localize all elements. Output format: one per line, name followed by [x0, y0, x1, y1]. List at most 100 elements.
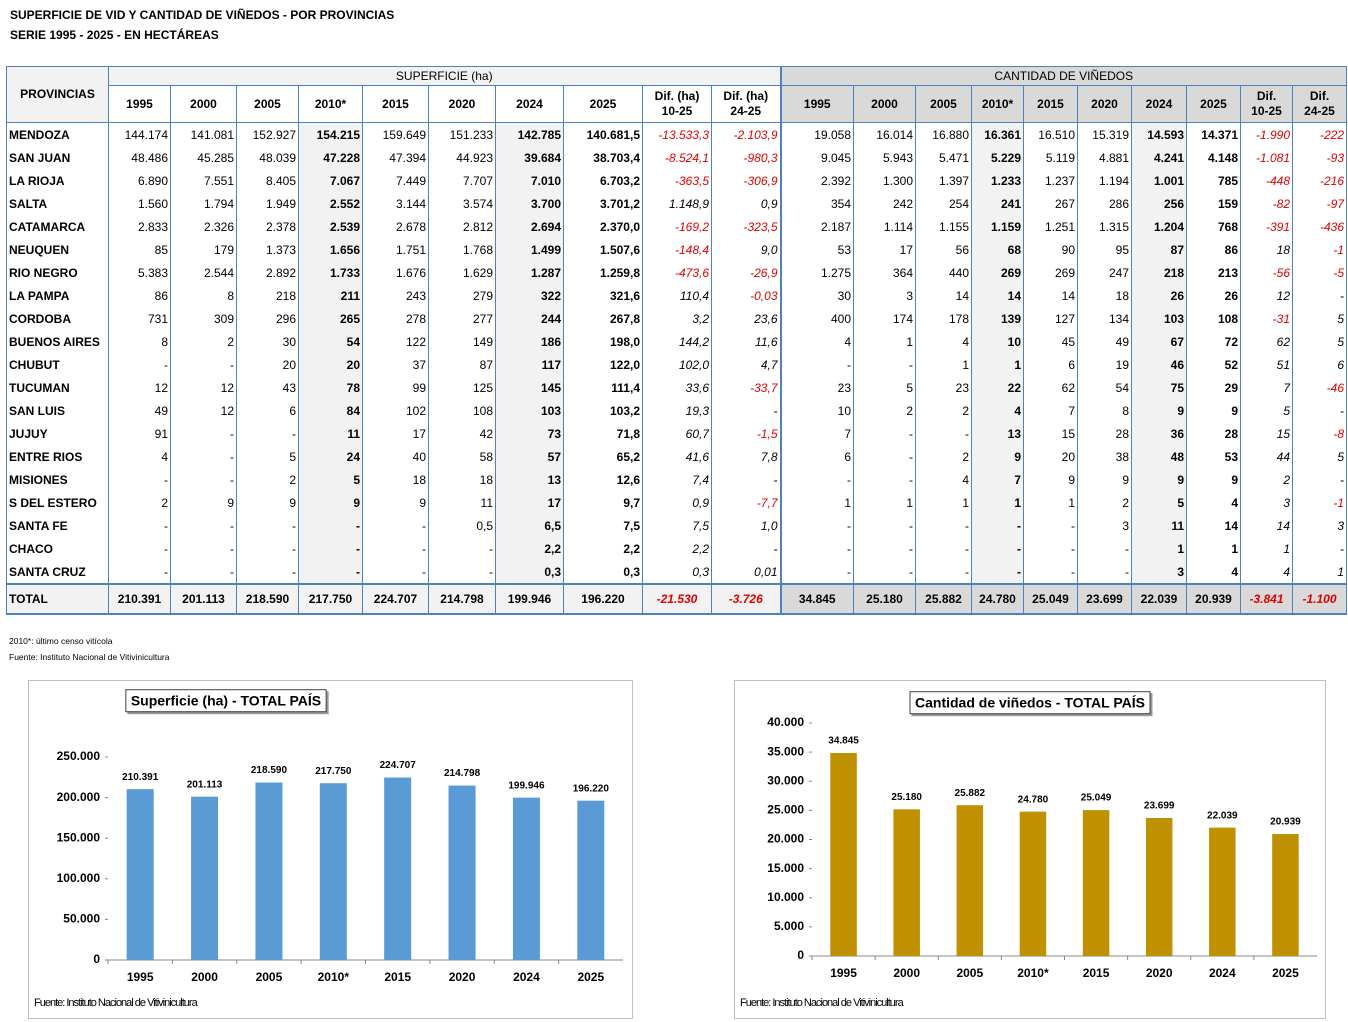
cell: 254 [915, 192, 972, 215]
data-label: 214.798 [444, 768, 481, 779]
cell: 159 [1186, 192, 1241, 215]
cell: 4,7 [711, 353, 781, 376]
column-header: 2000 [853, 85, 916, 123]
cell: - [711, 468, 781, 491]
x-tick-label: 2024 [513, 970, 540, 984]
subtitle: SERIE 1995 - 2025 - EN HECTÁREAS [10, 28, 219, 42]
cell: 321,6 [563, 284, 643, 307]
cell: 110,4 [642, 284, 712, 307]
cell: - [236, 422, 299, 445]
cell: 140.681,5 [563, 122, 643, 146]
x-tick-label: 2005 [956, 966, 983, 980]
cell: 0,01 [711, 560, 781, 584]
data-label: 196.220 [573, 783, 610, 794]
cell: -97 [1292, 192, 1347, 215]
cell: 1.114 [853, 215, 916, 238]
cell: 103 [1131, 307, 1187, 330]
cell: 9 [362, 491, 429, 514]
cell: - [971, 537, 1024, 560]
cell: 51 [1240, 353, 1293, 376]
cell: - [1023, 560, 1078, 584]
x-tick-label: 2010* [1017, 966, 1049, 980]
cell: 28 [1077, 422, 1132, 445]
data-label: 25.882 [955, 788, 986, 799]
cell: -8.524,1 [642, 146, 712, 169]
cell: 24.780 [971, 583, 1024, 615]
cell: 151.233 [428, 122, 496, 146]
cell: 75 [1131, 376, 1187, 399]
cell: -1 [1292, 238, 1347, 261]
cell: 4.241 [1131, 146, 1187, 169]
cell: -26,9 [711, 261, 781, 284]
bar [577, 800, 605, 960]
cell: 25.049 [1023, 583, 1078, 615]
cell: - [236, 537, 299, 560]
province: BUENOS AIRES [6, 330, 109, 353]
cell: 0,3 [563, 560, 643, 584]
y-tick-label: 20.000 [767, 832, 804, 846]
cell: 243 [362, 284, 429, 307]
data-label: 201.113 [187, 779, 223, 790]
province: NEUQUEN [6, 238, 109, 261]
cell: 213 [1186, 261, 1241, 284]
cell: 2 [915, 399, 972, 422]
column-header: 2024 [1131, 85, 1187, 123]
cell: 1.373 [236, 238, 299, 261]
cell: 4 [1240, 560, 1293, 584]
cell: 16.510 [1023, 122, 1078, 146]
column-header: 2020 [1077, 85, 1132, 123]
cell: 2.539 [298, 215, 363, 238]
cell: 7,4 [642, 468, 712, 491]
x-tick-label: 2025 [577, 970, 604, 984]
cell: 3 [1131, 560, 1187, 584]
data-label: 22.039 [1207, 810, 1238, 821]
cell: 201.113 [170, 583, 237, 615]
cell: 34.845 [779, 583, 854, 615]
cell: 125 [428, 376, 496, 399]
bar [512, 797, 540, 960]
cell: 1.768 [428, 238, 496, 261]
cell: 71,8 [563, 422, 643, 445]
data-label: 25.180 [891, 792, 922, 803]
cell: - [915, 422, 972, 445]
cell: 2.187 [779, 215, 854, 238]
cell: - [711, 399, 781, 422]
cell: 87 [428, 353, 496, 376]
cell: 47.228 [298, 146, 363, 169]
cell: 2,2 [495, 537, 564, 560]
cell: 1.629 [428, 261, 496, 284]
cell: 7,8 [711, 445, 781, 468]
cell: 198,0 [563, 330, 643, 353]
cell: 218 [236, 284, 299, 307]
y-tick-label: 25.000 [767, 803, 804, 817]
cell: -391 [1240, 215, 1293, 238]
cell: 1 [971, 353, 1024, 376]
chart-source: Fuente: Instituto Nacional de Vitivinicu… [740, 997, 905, 1009]
cell: 2.378 [236, 215, 299, 238]
cell: 5 [1292, 445, 1347, 468]
cell: 1.251 [1023, 215, 1078, 238]
cell: 17 [495, 491, 564, 514]
cell: - [170, 353, 237, 376]
cell: 354 [779, 192, 854, 215]
cell: - [853, 560, 916, 584]
cell: 1 [915, 353, 972, 376]
cell: 296 [236, 307, 299, 330]
data-label: 25.049 [1081, 793, 1112, 804]
cell: 1.656 [298, 238, 363, 261]
x-tick-label: 2010* [318, 970, 350, 984]
cell: - [779, 353, 854, 376]
cell: 38.703,4 [563, 146, 643, 169]
cell: -1.100 [1292, 583, 1347, 615]
cell: 1.275 [779, 261, 854, 284]
column-header: 2010* [298, 85, 363, 123]
cell: 19 [1077, 353, 1132, 376]
cell: 47.394 [362, 146, 429, 169]
cell: 2.833 [108, 215, 171, 238]
province: SANTA CRUZ [6, 560, 109, 584]
cell: 60,7 [642, 422, 712, 445]
cell: 364 [853, 261, 916, 284]
cell: - [170, 468, 237, 491]
cell: 2 [915, 445, 972, 468]
